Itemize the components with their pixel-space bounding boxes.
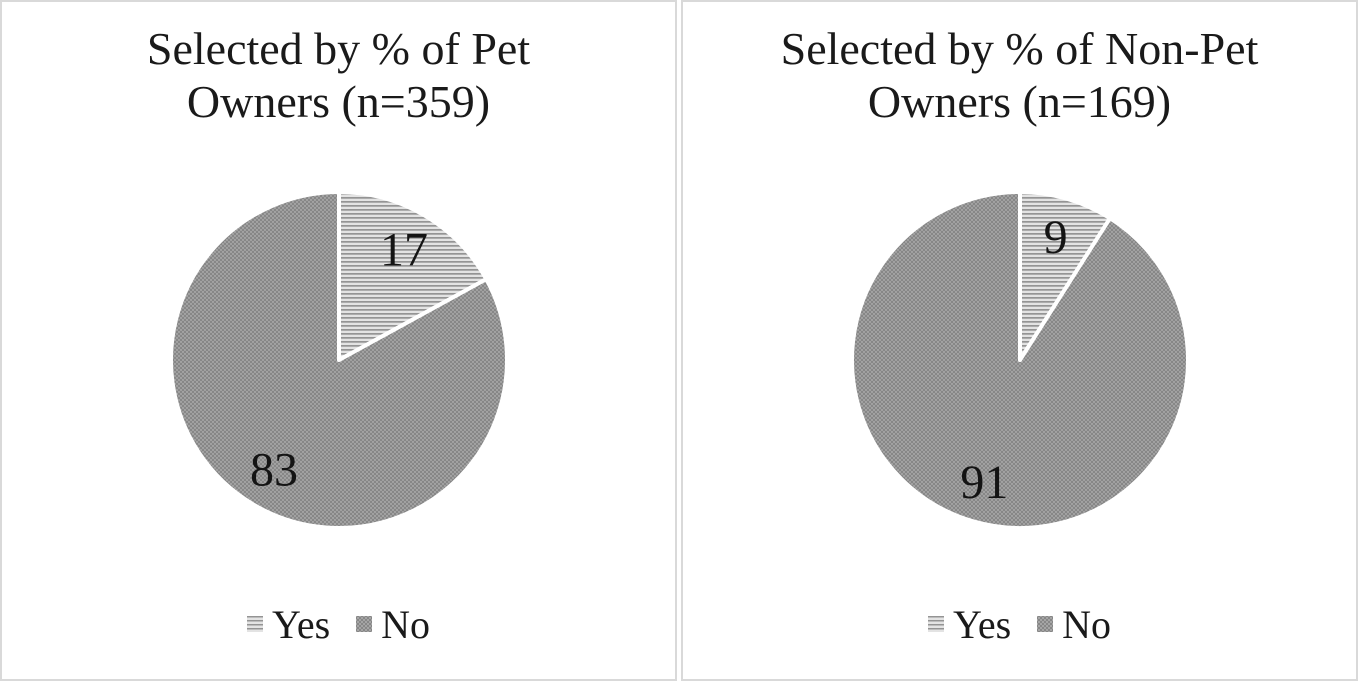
title-line-2: Owners (n=169) [867,76,1172,128]
legend-label-yes: Yes [952,601,1012,647]
slice-value-label-yes: 17 [379,223,427,276]
title-line-1: Selected by % of Pet [146,23,531,74]
legend-item-no: No [1037,601,1111,648]
chart-title-non-pet-owners: Selected by % of Non-Pet Owners (n=169) [781,22,1259,129]
pie-slice-no [168,189,509,530]
title-line-1: Selected by % of Non-Pet [780,23,1259,74]
pet-owners-chart-panel: Selected by % of Pet Owners (n=359) 17 83… [0,0,677,681]
legend-swatch-no-icon [1037,616,1054,633]
legend-swatch-no-icon [356,616,373,633]
legend-pet-owners: Yes No [246,601,430,648]
legend-item-yes: Yes [246,601,331,648]
legend-label-no: No [381,601,431,647]
legend-item-no: No [356,601,430,648]
slice-value-label-yes: 9 [1043,211,1067,264]
pie-slice-yes [336,189,488,362]
legend-item-yes: Yes [927,601,1012,648]
legend-swatch-yes-icon [246,616,263,633]
slice-value-label-no: 91 [960,456,1008,509]
legend-label-no: No [1062,601,1112,647]
legend-non-pet-owners: Yes No [927,601,1111,648]
chart-title-pet-owners: Selected by % of Pet Owners (n=359) [147,22,530,129]
slice-value-label-no: 83 [250,443,298,496]
non-pet-owners-chart-panel: Selected by % of Non-Pet Owners (n=169) … [681,0,1358,681]
title-line-2: Owners (n=359) [186,76,491,128]
legend-swatch-yes-icon [927,616,944,633]
legend-label-yes: Yes [271,601,331,647]
pie-slice-no [849,189,1190,530]
pie-chart-non-pet-owners: 9 91 [849,189,1190,530]
